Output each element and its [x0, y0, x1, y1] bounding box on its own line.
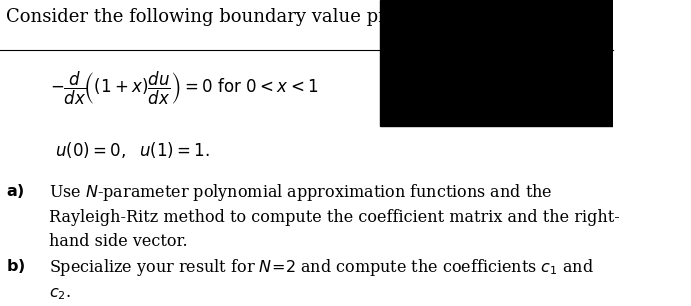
Text: $\mathbf{b)}$: $\mathbf{b)}$ [6, 257, 26, 275]
Text: Use $N$-parameter polynomial approximation functions and the
Rayleigh-Ritz metho: Use $N$-parameter polynomial approximati… [49, 182, 620, 250]
Text: Specialize your result for $N\!=\!2$ and compute the coefficients $c_1$ and
$c_2: Specialize your result for $N\!=\!2$ and… [49, 257, 594, 302]
Text: Consider the following boundary value problem:: Consider the following boundary value pr… [6, 8, 449, 26]
Text: $\mathbf{a)}$: $\mathbf{a)}$ [6, 182, 25, 200]
Text: $-\dfrac{d}{dx}\!\left((1+x)\dfrac{du}{dx}\right) = 0\ \mathrm{for}\ 0 < x < 1$: $-\dfrac{d}{dx}\!\left((1+x)\dfrac{du}{d… [50, 70, 318, 107]
Text: $u(0) = 0,\ \ u(1) = 1.$: $u(0) = 0,\ \ u(1) = 1.$ [55, 140, 210, 160]
